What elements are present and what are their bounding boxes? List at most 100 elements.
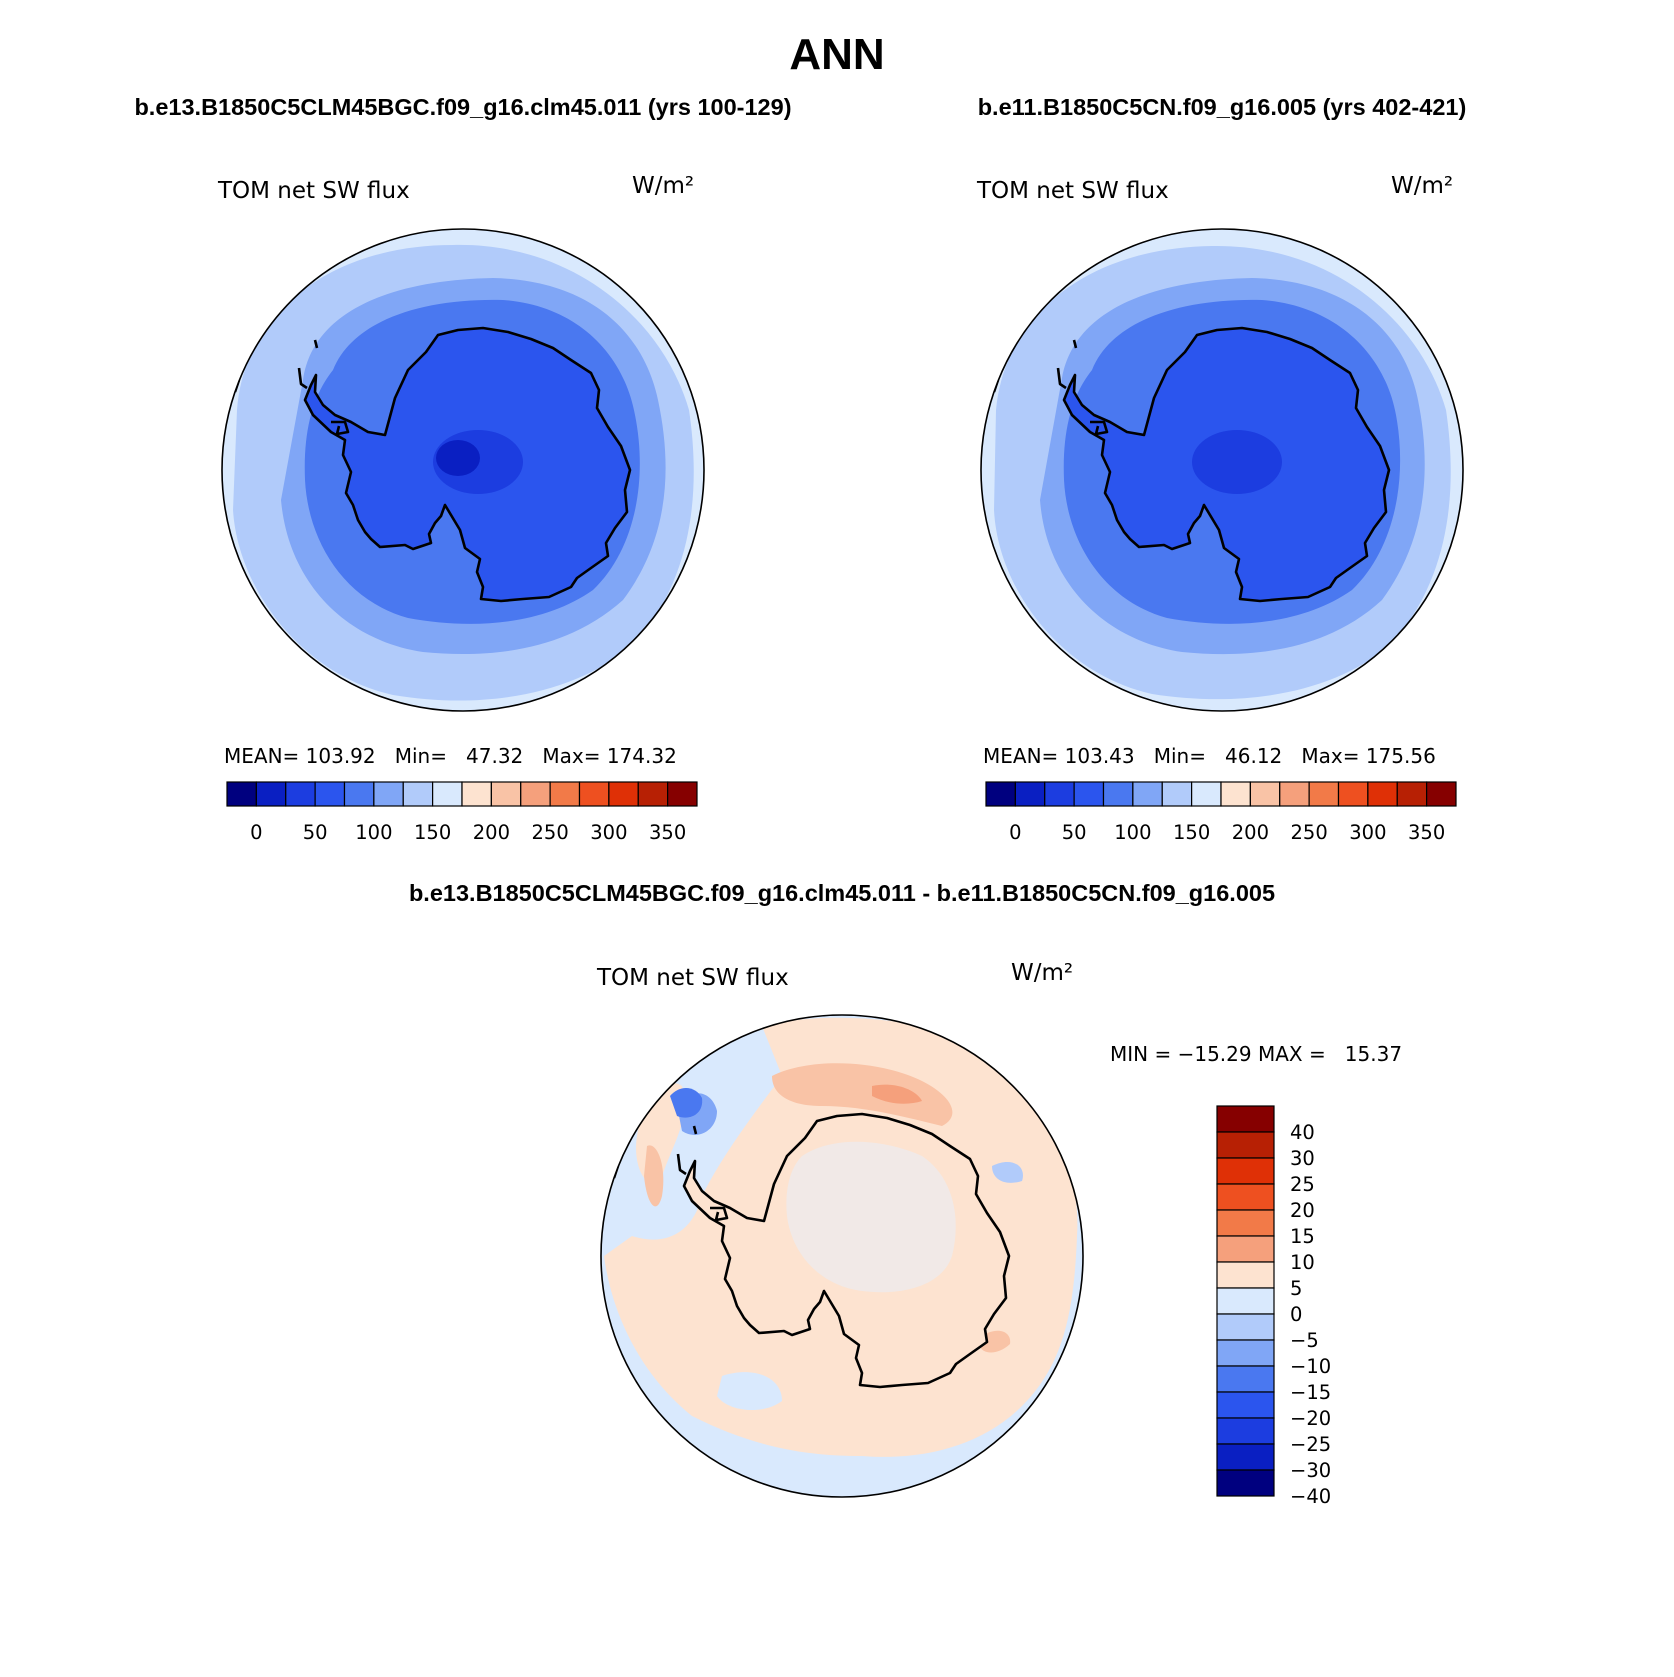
panel-2-colorbar-swatch: [1308, 781, 1340, 807]
panel-1-map: [222, 229, 704, 711]
panel-1-colorbar-tick-label: 0: [250, 821, 262, 844]
panel-3-colorbar-tick-label: 40: [1290, 1121, 1315, 1144]
panel-3-stats: MIN = −15.29 MAX = 15.37: [1110, 1042, 1402, 1066]
panel-2-map-border: [980, 228, 1464, 712]
panel-2-case-title: b.e11.B1850C5CN.f09_g16.005 (yrs 402-421…: [978, 94, 1467, 120]
panel-3-colorbar-swatch: [1216, 1209, 1275, 1237]
panel-1-colorbar-tick-label: 350: [649, 821, 686, 844]
panel-2-colorbar-swatch: [1044, 781, 1075, 807]
panel-2-colorbar-swatch: [1337, 781, 1369, 807]
panel-1-colorbar-swatch: [637, 781, 669, 807]
panel-1-colorbar-tick-label: 250: [532, 821, 569, 844]
panel-1-colorbar-swatch: [608, 781, 639, 807]
panel-2-colorbar-swatch: [985, 781, 1016, 807]
panel-3-map-border: [600, 1014, 1084, 1498]
panel-1-colorbar-tick-label: 100: [355, 821, 392, 844]
panel-1-units-label: W/m²: [632, 173, 694, 199]
panel-3-colorbar-swatch: [1216, 1157, 1275, 1185]
panel-3-colorbar-swatch: [1216, 1287, 1275, 1315]
panel-2-colorbar-tick-label: 0: [1009, 821, 1021, 844]
panel-3-colorbar-swatch: [1216, 1365, 1275, 1393]
panel-2-colorbar-swatch: [1191, 781, 1222, 807]
panel-2-colorbar: 0 50 100 150 200 250 300 350: [985, 781, 1457, 844]
panel-3-colorbar-tick-label: −40: [1290, 1485, 1331, 1508]
panel-3-colorbar-tick-label: −5: [1290, 1329, 1319, 1352]
panel-3-colorbar-tick-label: −10: [1290, 1355, 1331, 1378]
panel-1-colorbar-swatch: [549, 781, 581, 807]
panel-3-colorbar-swatch: [1216, 1443, 1275, 1471]
panel-3-colorbar-tick-label: −15: [1290, 1381, 1331, 1404]
panel-2-colorbar-swatch: [1249, 781, 1281, 807]
panel-2-colorbar-swatch: [1220, 781, 1251, 807]
panel-2-colorbar-swatch: [1161, 781, 1193, 807]
panel-2-colorbar-tick-label: 150: [1173, 821, 1210, 844]
panel-3-colorbar-swatch: [1216, 1313, 1275, 1341]
panel-2-colorbar-tick-label: 200: [1232, 821, 1269, 844]
panel-2-colorbar-tick-label: 250: [1291, 821, 1328, 844]
panel-3-colorbar-swatch: [1216, 1131, 1275, 1159]
panel-3-colorbar-swatch: [1216, 1105, 1275, 1133]
panel-2-colorbar-swatch: [1132, 781, 1163, 807]
panel-1-colorbar-tick-label: 300: [590, 821, 627, 844]
panel-3-colorbar-tick-label: 5: [1290, 1277, 1302, 1300]
panel-1-colorbar-swatch: [373, 781, 404, 807]
panel-difference: b.e13.B1850C5CLM45BGC.f09_g16.clm45.011 …: [409, 880, 1402, 1508]
panel-1-colorbar: 0 50 100 150 200 250 300 350: [226, 781, 698, 844]
panel-2-colorbar-tick-label: 100: [1114, 821, 1151, 844]
panel-1-colorbar-swatch: [490, 781, 522, 807]
panel-1-colorbar-swatch: [226, 781, 257, 807]
panel-1-colorbar-swatch: [314, 781, 346, 807]
panel-3-units-label: W/m²: [1011, 960, 1073, 986]
panel-1-colorbar-swatch: [255, 781, 287, 807]
panel-1-stats: MEAN= 103.92 Min= 47.32 Max= 174.32: [224, 744, 677, 768]
panel-2-colorbar-swatch: [1073, 781, 1105, 807]
figure-title: ANN: [789, 30, 884, 79]
panel-1-colorbar-swatch: [461, 781, 492, 807]
panel-2-colorbar-swatch: [1014, 781, 1046, 807]
panel-1-colorbar-swatch: [285, 781, 316, 807]
panel-2-colorbar-swatch: [1279, 781, 1310, 807]
panel-3-colorbar-tick-label: −30: [1290, 1459, 1331, 1482]
panel-1-colorbar-tick-label: 50: [303, 821, 328, 844]
panel-3-colorbar-swatch: [1216, 1417, 1275, 1445]
panel-2-colorbar-swatch: [1396, 781, 1428, 807]
panel-1-variable-label: TOM net SW flux: [217, 178, 410, 204]
panel-3-colorbar-tick-label: 25: [1290, 1173, 1315, 1196]
panel-1-colorbar-swatch: [343, 781, 375, 807]
panel-3-colorbar-swatch: [1216, 1235, 1275, 1263]
panel-case-1: b.e13.B1850C5CLM45BGC.f09_g16.clm45.011 …: [134, 94, 791, 844]
panel-2-map: [981, 229, 1463, 711]
panel-3-colorbar: 40 30 25 20 15 10 5 0 −5 −10 −15 −20 −25 −30 −40: [1216, 1105, 1331, 1508]
panel-1-colorbar-swatch: [402, 781, 434, 807]
panel-2-colorbar-swatch: [1367, 781, 1398, 807]
panel-3-colorbar-tick-label: 30: [1290, 1147, 1315, 1170]
panel-3-colorbar-swatch: [1216, 1391, 1275, 1419]
panel-3-variable-label: TOM net SW flux: [596, 965, 789, 991]
panel-3-colorbar-swatch: [1216, 1339, 1275, 1367]
panel-1-colorbar-swatch: [578, 781, 610, 807]
panel-1-map-border: [221, 228, 705, 712]
panel-1-colorbar-swatch: [520, 781, 551, 807]
panel-3-colorbar-tick-label: −20: [1290, 1407, 1331, 1430]
panel-3-colorbar-swatch: [1216, 1261, 1275, 1289]
panel-1-colorbar-tick-label: 200: [473, 821, 510, 844]
panel-2-units-label: W/m²: [1391, 173, 1453, 199]
panel-3-colorbar-swatch: [1216, 1183, 1275, 1211]
panel-2-colorbar-tick-label: 300: [1349, 821, 1386, 844]
panel-3-colorbar-tick-label: 10: [1290, 1251, 1315, 1274]
panel-1-case-title: b.e13.B1850C5CLM45BGC.f09_g16.clm45.011 …: [134, 94, 791, 120]
panel-2-stats: MEAN= 103.43 Min= 46.12 Max= 175.56: [983, 744, 1436, 768]
panel-2-colorbar-tick-label: 50: [1062, 821, 1087, 844]
panel-1-colorbar-tick-label: 150: [414, 821, 451, 844]
panel-3-map: [601, 1015, 1083, 1497]
panel-1-colorbar-swatch: [667, 781, 698, 807]
panel-2-colorbar-swatch: [1426, 781, 1457, 807]
panel-2-colorbar-tick-label: 350: [1408, 821, 1445, 844]
panel-case-2: b.e11.B1850C5CN.f09_g16.005 (yrs 402-421…: [976, 94, 1467, 844]
panel-2-variable-label: TOM net SW flux: [976, 178, 1169, 204]
panel-3-case-title: b.e13.B1850C5CLM45BGC.f09_g16.clm45.011 …: [409, 880, 1275, 906]
panel-3-colorbar-tick-label: 15: [1290, 1225, 1315, 1248]
panel-3-colorbar-swatch: [1216, 1469, 1275, 1497]
panel-3-colorbar-tick-label: −25: [1290, 1433, 1331, 1456]
